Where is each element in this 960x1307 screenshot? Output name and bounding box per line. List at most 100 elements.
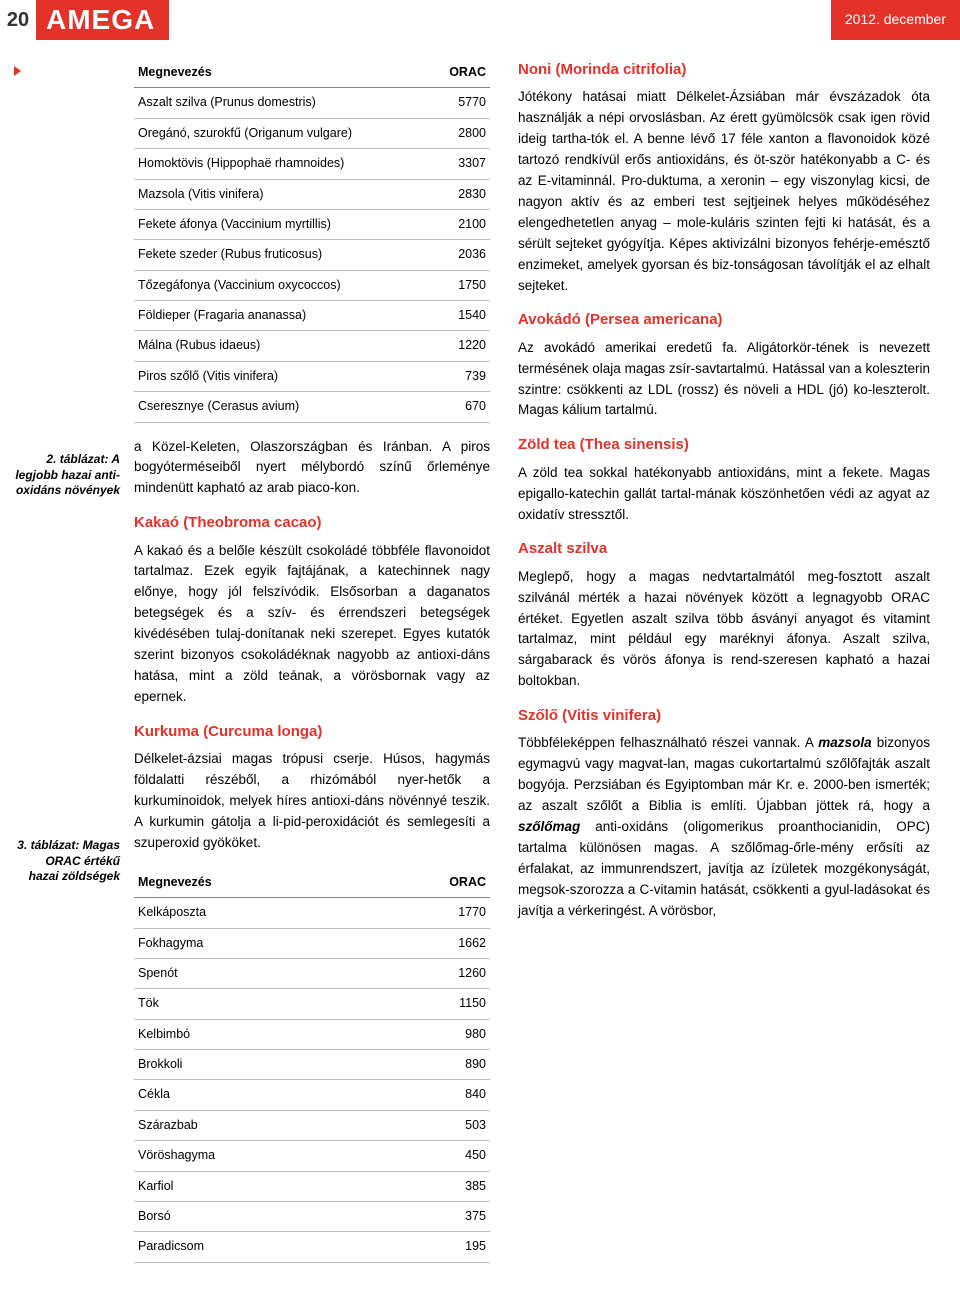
cell-name: Karfiol [134, 1171, 367, 1201]
cell-value: 1150 [367, 989, 490, 1019]
cell-value: 1662 [367, 928, 490, 958]
cell-name: Szárazbab [134, 1110, 367, 1140]
table-row: Fokhagyma1662 [134, 928, 490, 958]
cell-value: 2800 [430, 118, 490, 148]
brand-logo: AMEGA [36, 0, 169, 40]
bold-term-mazsola: mazsola [818, 735, 871, 750]
heading-aszalt: Aszalt szilva [518, 537, 930, 560]
table-caption-1: 2. táblázat: A legjobb hazai anti-oxidán… [12, 452, 120, 499]
text: anti-oxidáns (oligomerikus proanthociani… [518, 819, 930, 918]
paragraph: Jótékony hatásai miatt Délkelet-Ázsiában… [518, 87, 930, 296]
cell-name: Aszalt szilva (Prunus domestris) [134, 88, 430, 118]
page-header: 20 AMEGA 2012. december [0, 0, 960, 40]
cell-name: Fekete áfonya (Vaccinium myrtillis) [134, 209, 430, 239]
cell-name: Kelkáposzta [134, 898, 367, 928]
table-1-header-name: Megnevezés [134, 58, 430, 88]
cell-name: Piros szőlő (Vitis vinifera) [134, 361, 430, 391]
table-2-header-value: ORAC [367, 868, 490, 898]
table-caption-2: 3. táblázat: Magas ORAC értékű hazai zöl… [12, 838, 120, 885]
table-1-header-value: ORAC [430, 58, 490, 88]
cell-name: Vöröshagyma [134, 1141, 367, 1171]
cell-name: Málna (Rubus idaeus) [134, 331, 430, 361]
table-2: Megnevezés ORAC Kelkáposzta1770Fokhagyma… [134, 868, 490, 1263]
cell-value: 980 [367, 1019, 490, 1049]
cell-name: Spenót [134, 958, 367, 988]
heading-szolo: Szőlő (Vitis vinifera) [518, 704, 930, 727]
table-row: Cékla840 [134, 1080, 490, 1110]
cell-value: 385 [367, 1171, 490, 1201]
table-row: Aszalt szilva (Prunus domestris)5770 [134, 88, 490, 118]
sidebar: 2. táblázat: A legjobb hazai anti-oxidán… [12, 58, 120, 1277]
cell-name: Kelbimbó [134, 1019, 367, 1049]
page-number: 20 [0, 0, 36, 40]
paragraph: A zöld tea sokkal hatékonyabb antioxidán… [518, 463, 930, 526]
table-row: Karfiol385 [134, 1171, 490, 1201]
heading-avokado: Avokádó (Persea americana) [518, 308, 930, 331]
cell-name: Homoktövis (Hippophaë rhamnoides) [134, 149, 430, 179]
issue-date: 2012. december [831, 0, 960, 40]
table-row: Fekete szeder (Rubus fruticosus)2036 [134, 240, 490, 270]
cell-name: Cékla [134, 1080, 367, 1110]
table-1: Megnevezés ORAC Aszalt szilva (Prunus do… [134, 58, 490, 423]
cell-value: 503 [367, 1110, 490, 1140]
heading-kakao: Kakaó (Theobroma cacao) [134, 511, 490, 534]
cell-value: 670 [430, 392, 490, 422]
cell-name: Fokhagyma [134, 928, 367, 958]
cell-value: 1540 [430, 301, 490, 331]
heading-zoldtea: Zöld tea (Thea sinensis) [518, 433, 930, 456]
cell-value: 450 [367, 1141, 490, 1171]
table-row: Fekete áfonya (Vaccinium myrtillis)2100 [134, 209, 490, 239]
cell-name: Mazsola (Vitis vinifera) [134, 179, 430, 209]
left-column: 2. táblázat: A legjobb hazai anti-oxidán… [12, 58, 490, 1277]
cell-name: Oregánó, szurokfű (Origanum vulgare) [134, 118, 430, 148]
paragraph: A kakaó és a belőle készült csokoládé tö… [134, 541, 490, 708]
table-row: Spenót1260 [134, 958, 490, 988]
cell-value: 2036 [430, 240, 490, 270]
cell-value: 2100 [430, 209, 490, 239]
paragraph: Az avokádó amerikai eredetű fa. Aligátor… [518, 338, 930, 422]
table-row: Málna (Rubus idaeus)1220 [134, 331, 490, 361]
cell-value: 890 [367, 1050, 490, 1080]
cell-value: 840 [367, 1080, 490, 1110]
triangle-marker-icon [14, 66, 21, 76]
table-row: Oregánó, szurokfű (Origanum vulgare)2800 [134, 118, 490, 148]
cell-value: 5770 [430, 88, 490, 118]
heading-noni: Noni (Morinda citrifolia) [518, 58, 930, 81]
table-row: Földieper (Fragaria ananassa)1540 [134, 301, 490, 331]
cell-value: 195 [367, 1232, 490, 1262]
table-row: Homoktövis (Hippophaë rhamnoides)3307 [134, 149, 490, 179]
table-row: Tőzegáfonya (Vaccinium oxycoccos)1750 [134, 270, 490, 300]
cell-value: 1750 [430, 270, 490, 300]
table-row: Kelbimbó980 [134, 1019, 490, 1049]
table-row: Vöröshagyma450 [134, 1141, 490, 1171]
paragraph: a Közel-Keleten, Olaszországban és Iránb… [134, 437, 490, 500]
paragraph: Többféleképpen felhasználható részei van… [518, 733, 930, 921]
cell-value: 3307 [430, 149, 490, 179]
cell-name: Borsó [134, 1201, 367, 1231]
page-body: 2. táblázat: A legjobb hazai anti-oxidán… [0, 58, 960, 1307]
table-2-header-name: Megnevezés [134, 868, 367, 898]
bold-term-szolomag: szőlőmag [518, 819, 580, 834]
cell-name: Cseresznye (Cerasus avium) [134, 392, 430, 422]
table-row: Kelkáposzta1770 [134, 898, 490, 928]
heading-kurkuma: Kurkuma (Curcuma longa) [134, 720, 490, 743]
cell-name: Brokkoli [134, 1050, 367, 1080]
cell-value: 1220 [430, 331, 490, 361]
paragraph: Meglepő, hogy a magas nedvtartalmától me… [518, 567, 930, 693]
cell-name: Tök [134, 989, 367, 1019]
table-row: Mazsola (Vitis vinifera)2830 [134, 179, 490, 209]
table-row: Szárazbab503 [134, 1110, 490, 1140]
text: Többféleképpen felhasználható részei van… [518, 735, 818, 750]
table-row: Brokkoli890 [134, 1050, 490, 1080]
cell-value: 2830 [430, 179, 490, 209]
paragraph: Délkelet-ázsiai magas trópusi cserje. Hú… [134, 749, 490, 854]
table-row: Piros szőlő (Vitis vinifera)739 [134, 361, 490, 391]
cell-value: 739 [430, 361, 490, 391]
cell-value: 375 [367, 1201, 490, 1231]
table-row: Tök1150 [134, 989, 490, 1019]
cell-name: Paradicsom [134, 1232, 367, 1262]
table-row: Borsó375 [134, 1201, 490, 1231]
cell-value: 1260 [367, 958, 490, 988]
left-content: Megnevezés ORAC Aszalt szilva (Prunus do… [134, 58, 490, 1277]
cell-name: Tőzegáfonya (Vaccinium oxycoccos) [134, 270, 430, 300]
